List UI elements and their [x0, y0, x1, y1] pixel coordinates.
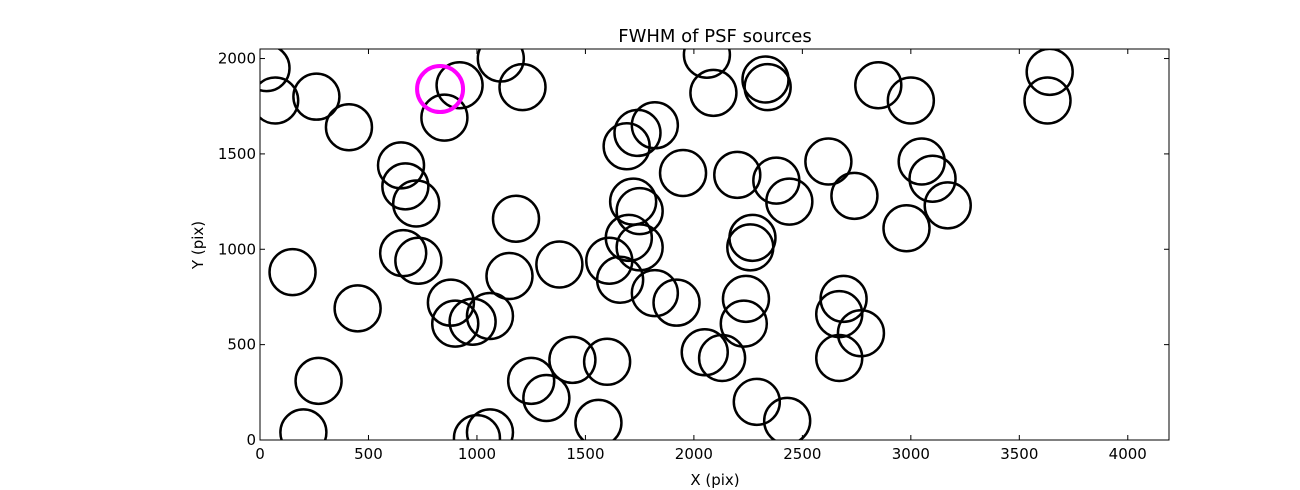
- plot-frame: [259, 48, 1170, 441]
- y-tick-label: 500: [227, 336, 256, 354]
- y-tick-label: 0: [246, 431, 256, 449]
- x-tick-label: 0: [255, 445, 265, 463]
- source-circle-44: [689, 68, 738, 118]
- source-circle-33: [602, 122, 651, 171]
- source-circle-25: [506, 356, 556, 406]
- source-circle-63: [908, 154, 957, 203]
- source-circle-26: [522, 373, 571, 423]
- source-circle-6: [294, 356, 343, 406]
- x-axis-ticks: 0 500 1000 1500 2000 2500 3000 3500 4000: [255, 49, 1147, 463]
- source-circle-52: [680, 328, 729, 377]
- source-circle-1: [260, 76, 300, 125]
- source-circle-24: [465, 408, 515, 440]
- source-circle-51: [719, 299, 769, 348]
- source-circle-65: [882, 204, 931, 253]
- source-circle-58: [804, 137, 853, 186]
- y-axis-title: Y (pix): [189, 221, 207, 270]
- source-circle-38: [604, 213, 654, 263]
- source-circle-45: [713, 150, 762, 200]
- source-circle-20: [431, 299, 480, 348]
- source-circle-22: [465, 291, 515, 341]
- source-circle-18: [485, 251, 534, 301]
- source-circle-37: [615, 186, 664, 236]
- source-circle-71: [1023, 76, 1072, 125]
- source-circle-32: [595, 255, 645, 305]
- source-circle-49: [726, 223, 775, 272]
- source-circle-10: [391, 179, 441, 228]
- source-circle-42: [658, 148, 708, 198]
- source-circle-48: [728, 213, 777, 263]
- source-circle-30: [535, 240, 584, 289]
- source-circle-28: [582, 337, 632, 387]
- x-tick-label: 2000: [675, 445, 713, 463]
- source-circle-69: [814, 333, 864, 383]
- source-circle-54: [732, 377, 782, 427]
- source-circle-57: [743, 62, 792, 112]
- x-tick-label: 2500: [783, 445, 821, 463]
- y-tick-label: 1000: [218, 240, 256, 258]
- source-circle-47: [765, 177, 814, 226]
- source-circle-61: [886, 76, 936, 125]
- data-markers: [260, 49, 1074, 440]
- source-circle-7: [279, 408, 328, 440]
- x-tick-label: 3500: [1000, 445, 1038, 463]
- source-circle-41: [652, 278, 701, 327]
- x-axis-title: X (pix): [690, 471, 739, 489]
- source-circle-5: [333, 284, 382, 333]
- y-tick-label: 2000: [218, 50, 256, 68]
- source-circle-60: [854, 60, 903, 110]
- source-circle-3: [324, 102, 374, 152]
- source-circle-0: [260, 49, 291, 93]
- source-circle-4: [268, 247, 317, 297]
- source-circle-64: [923, 181, 972, 230]
- source-circle-2: [292, 72, 341, 121]
- source-circle-43: [682, 49, 732, 79]
- source-circle-21: [448, 297, 497, 346]
- source-circle-23: [452, 413, 502, 440]
- source-circle-11: [378, 228, 428, 278]
- source-circle-53: [697, 333, 747, 383]
- source-circle-17: [491, 194, 541, 244]
- source-circle-70: [1025, 49, 1074, 97]
- source-circle-12: [394, 236, 443, 285]
- highlighted-source-circle-0: [415, 64, 466, 115]
- source-circle-39: [615, 223, 664, 272]
- chart-title: FWHM of PSF sources: [618, 26, 812, 47]
- y-tick-label: 1500: [218, 145, 256, 163]
- x-tick-label: 500: [354, 445, 383, 463]
- source-circle-14: [435, 60, 484, 110]
- source-circle-16: [498, 62, 547, 112]
- source-circle-62: [897, 137, 946, 186]
- source-circle-29: [574, 398, 623, 440]
- source-circle-55: [762, 396, 812, 440]
- source-circle-9: [381, 162, 430, 211]
- x-tick-label: 1500: [566, 445, 604, 463]
- source-circle-27: [548, 335, 597, 385]
- source-circle-50: [721, 274, 771, 324]
- source-circle-13: [420, 93, 469, 142]
- source-circle-40: [630, 268, 680, 318]
- x-tick-label: 1000: [458, 445, 496, 463]
- y-axis-ticks: 0 500 1000 1500 2000: [218, 50, 1169, 449]
- source-circle-35: [630, 101, 680, 150]
- x-tick-label: 4000: [1109, 445, 1147, 463]
- source-circle-15: [476, 49, 526, 83]
- x-tick-label: 3000: [892, 445, 930, 463]
- source-circle-8: [376, 141, 426, 190]
- source-circle-59: [830, 171, 879, 221]
- source-circle-66: [819, 274, 868, 324]
